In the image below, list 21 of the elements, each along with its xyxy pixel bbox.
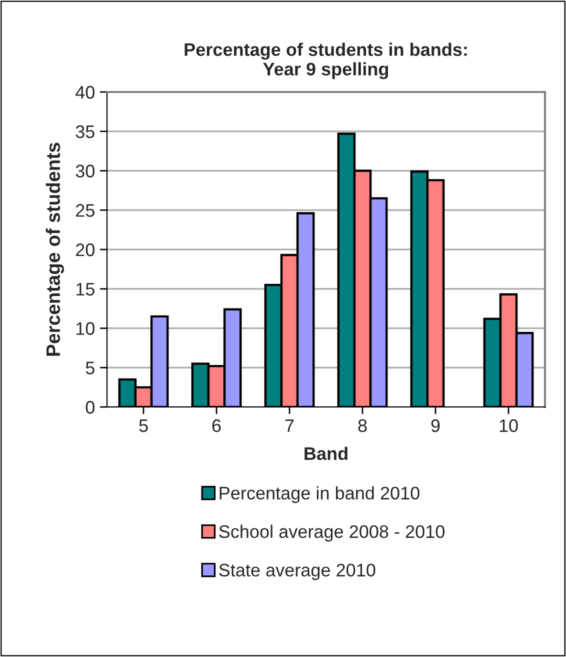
- legend-label: State average 2010: [219, 564, 376, 580]
- x-tick-label: 5: [139, 419, 148, 432]
- y-tick-label: 15: [76, 282, 94, 296]
- x-tick-label: 6: [212, 419, 221, 432]
- y-tick-label: 25: [76, 204, 94, 217]
- x-tick-label: 9: [431, 419, 440, 432]
- y-tick-label: 40: [76, 86, 94, 99]
- y-tick-label: 10: [76, 322, 94, 335]
- y-tick-label: 20: [76, 243, 94, 256]
- legend-label: School average 2008 - 2010: [219, 524, 444, 542]
- y-tick-label: 5: [86, 362, 94, 374]
- y-tick-label: 30: [76, 164, 94, 178]
- x-tick-label: 10: [500, 419, 518, 432]
- chart-title: Percentage of students in bands: Year 9 spelling: [184, 42, 467, 80]
- y-tick-label: 35: [76, 125, 94, 138]
- x-axis-title: Band: [304, 446, 348, 460]
- legend-label: Percentage in band 2010: [220, 486, 420, 504]
- x-tick-label: 8: [358, 419, 367, 432]
- x-tick-label: 7: [285, 419, 294, 432]
- y-axis-title: Percentage of students: [46, 142, 64, 356]
- y-tick-label: 0: [86, 400, 94, 414]
